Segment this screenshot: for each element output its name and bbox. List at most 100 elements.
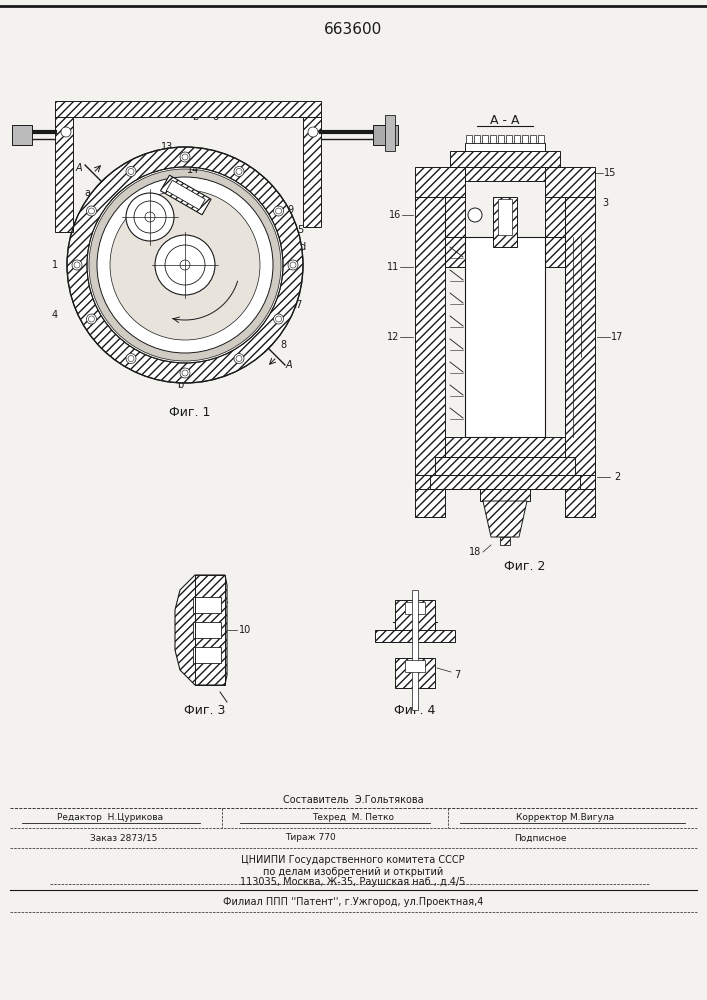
Bar	[450, 151, 560, 167]
Bar	[500, 537, 510, 545]
Text: 10: 10	[239, 625, 251, 635]
Polygon shape	[193, 622, 221, 638]
Bar	[55, 101, 321, 117]
Polygon shape	[175, 575, 227, 685]
Text: 7: 7	[454, 670, 460, 680]
Text: 15: 15	[604, 168, 617, 178]
Bar	[480, 489, 530, 501]
Circle shape	[86, 314, 96, 324]
Text: в - в: в - в	[402, 608, 428, 621]
Bar	[465, 167, 545, 181]
Text: a: a	[62, 200, 68, 210]
Text: 8: 8	[212, 112, 218, 122]
Text: Техред  М. Петко: Техред М. Петко	[312, 814, 394, 822]
Text: A - A: A - A	[490, 113, 520, 126]
Text: A: A	[286, 360, 292, 370]
Polygon shape	[193, 647, 221, 663]
Bar	[514, 135, 520, 143]
Text: ЦНИИПИ Государственного комитета СССР: ЦНИИПИ Государственного комитета СССР	[241, 855, 464, 865]
Bar	[195, 575, 225, 685]
Circle shape	[89, 169, 281, 361]
Circle shape	[145, 212, 155, 222]
Bar	[545, 167, 595, 197]
Circle shape	[97, 177, 273, 353]
Bar	[375, 630, 455, 642]
Text: 1: 1	[52, 260, 58, 270]
Text: Фиг. 3: Фиг. 3	[185, 704, 226, 716]
Bar	[55, 117, 73, 232]
Bar	[545, 237, 565, 267]
Bar	[482, 135, 488, 143]
Polygon shape	[483, 501, 527, 537]
Text: 9: 9	[287, 205, 293, 215]
Circle shape	[126, 193, 174, 241]
Text: Филиал ППП ''Патент'', г.Ужгород, ул.Проектная,4: Филиал ППП ''Патент'', г.Ужгород, ул.Про…	[223, 897, 483, 907]
Text: 7: 7	[262, 112, 268, 122]
Text: по делам изобретений и открытий: по делам изобретений и открытий	[263, 867, 443, 877]
Text: 13: 13	[161, 142, 173, 152]
Bar	[545, 197, 565, 237]
Text: 663600: 663600	[324, 22, 382, 37]
Text: 12: 12	[387, 332, 399, 342]
Text: Фиг. 4: Фиг. 4	[395, 704, 436, 716]
Bar	[430, 475, 580, 489]
Bar	[522, 135, 528, 143]
Bar	[415, 167, 465, 197]
Circle shape	[72, 260, 82, 270]
Bar	[465, 143, 545, 151]
Text: 12: 12	[74, 238, 86, 248]
Circle shape	[274, 206, 284, 216]
Text: 6: 6	[177, 370, 183, 380]
Text: Составитель  Э.Гольтякова: Составитель Э.Гольтякова	[283, 795, 423, 805]
Circle shape	[180, 152, 190, 162]
Circle shape	[288, 260, 298, 270]
Text: Подписное: Подписное	[514, 834, 566, 842]
Text: d: d	[300, 242, 306, 252]
Text: 2: 2	[614, 472, 620, 482]
Circle shape	[180, 368, 190, 378]
Text: 17: 17	[291, 300, 303, 310]
Polygon shape	[166, 180, 205, 210]
Text: Редактор  Н.Цурикова: Редактор Н.Цурикова	[57, 814, 163, 822]
Text: 18: 18	[469, 547, 481, 557]
Bar	[538, 135, 544, 143]
Circle shape	[126, 166, 136, 176]
Bar	[498, 199, 512, 235]
Bar	[565, 197, 595, 517]
Text: Корректор М.Вигула: Корректор М.Вигула	[516, 814, 614, 822]
Text: 3: 3	[602, 198, 608, 208]
Text: 17: 17	[611, 332, 623, 342]
Text: 5: 5	[297, 225, 303, 235]
Bar	[373, 125, 398, 145]
Text: b: b	[192, 112, 198, 122]
Bar	[474, 135, 480, 143]
Text: 11: 11	[61, 222, 73, 232]
Text: б - б: б - б	[191, 588, 219, 601]
Bar	[445, 197, 465, 237]
Bar	[385, 115, 395, 151]
Bar	[415, 475, 595, 489]
Text: b: b	[177, 380, 183, 390]
Text: a: a	[84, 188, 90, 198]
Bar	[395, 600, 435, 630]
Bar	[12, 125, 32, 145]
Wedge shape	[67, 147, 303, 383]
Bar	[466, 135, 472, 143]
Text: 4: 4	[52, 310, 58, 320]
Bar	[412, 590, 418, 710]
Bar	[445, 437, 565, 457]
Polygon shape	[193, 597, 221, 613]
Bar	[493, 197, 517, 247]
Bar	[445, 237, 465, 267]
Text: Фиг. 1: Фиг. 1	[169, 406, 211, 420]
Bar	[490, 135, 496, 143]
Text: Заказ 2873/15: Заказ 2873/15	[90, 834, 158, 842]
Circle shape	[86, 206, 96, 216]
Text: 113035, Москва, Ж-35, Раушская наб., д.4/5: 113035, Москва, Ж-35, Раушская наб., д.4…	[240, 877, 466, 887]
Text: 14: 14	[187, 165, 199, 175]
Circle shape	[468, 208, 482, 222]
Bar	[395, 658, 435, 688]
Bar	[465, 237, 545, 437]
Polygon shape	[160, 175, 211, 215]
Circle shape	[234, 166, 244, 176]
